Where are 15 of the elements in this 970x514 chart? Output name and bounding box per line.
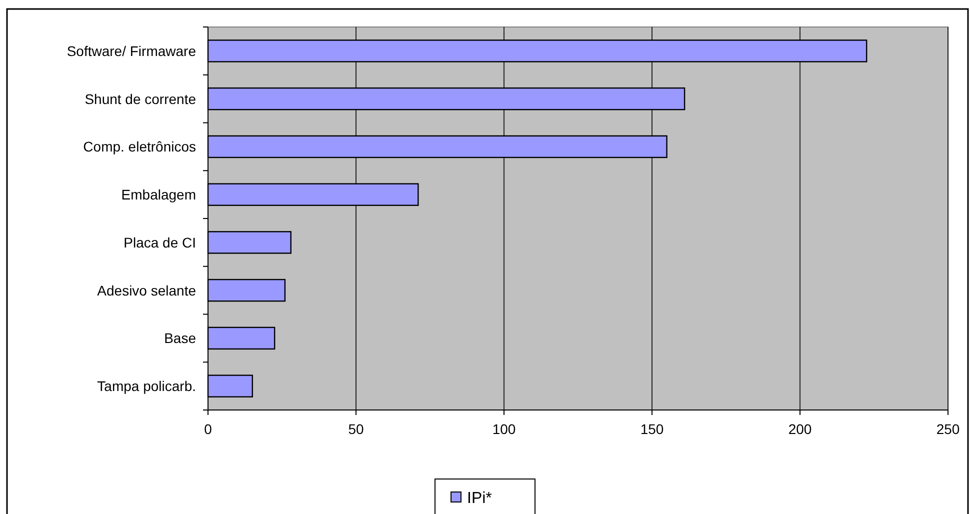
- y-tick-label: Placa de CI: [124, 234, 196, 250]
- x-tick-label: 200: [788, 421, 812, 437]
- y-tick-label: Comp. eletrônicos: [83, 138, 196, 155]
- y-tick-label: Software/ Firmaware: [66, 42, 196, 59]
- y-tick-label: Tampa policarb.: [97, 378, 196, 394]
- legend-label: IPi*: [467, 490, 492, 507]
- x-tick-label: 50: [348, 421, 364, 437]
- x-tick-label: 250: [936, 421, 960, 437]
- y-tick-label: Shunt de corrente: [84, 90, 196, 107]
- y-tick-label: Base: [164, 330, 196, 346]
- y-tick-label: Embalagem: [121, 186, 196, 203]
- x-tick-label: 150: [640, 421, 664, 437]
- x-tick-label: 0: [204, 421, 212, 437]
- y-tick-label: Adesivo selante: [97, 282, 196, 298]
- x-tick-label: 100: [492, 421, 516, 437]
